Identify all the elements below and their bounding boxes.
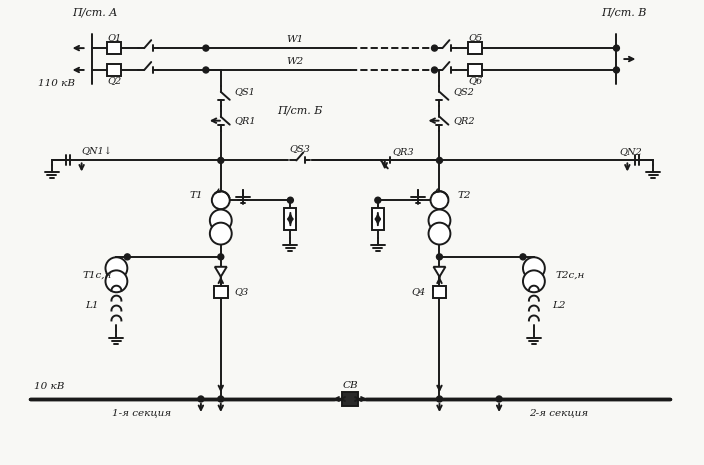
Bar <box>432 286 446 298</box>
Text: T1с,н: T1с,н <box>82 270 112 279</box>
Text: T1: T1 <box>189 191 203 200</box>
Text: 10 кВ: 10 кВ <box>34 382 64 391</box>
Bar <box>372 208 384 230</box>
Circle shape <box>436 254 442 260</box>
Text: Q5: Q5 <box>468 33 482 42</box>
Circle shape <box>432 45 437 51</box>
Circle shape <box>198 396 204 402</box>
Circle shape <box>210 223 232 245</box>
Circle shape <box>375 197 381 203</box>
Text: L2: L2 <box>552 301 565 310</box>
Circle shape <box>218 158 224 163</box>
Circle shape <box>432 67 437 73</box>
Text: QS2: QS2 <box>453 87 474 96</box>
Text: П/ст. A: П/ст. A <box>72 7 117 17</box>
Circle shape <box>218 396 224 402</box>
Text: QN2: QN2 <box>620 147 642 156</box>
Bar <box>468 42 482 54</box>
Bar <box>284 208 296 230</box>
Polygon shape <box>215 267 227 277</box>
Text: W1: W1 <box>287 35 304 44</box>
Polygon shape <box>434 267 446 277</box>
Text: QS3: QS3 <box>290 144 310 153</box>
Text: QR2: QR2 <box>453 116 475 125</box>
Text: П/ст. В: П/ст. В <box>601 7 647 17</box>
Circle shape <box>210 210 232 232</box>
Text: Q6: Q6 <box>468 76 482 86</box>
Text: 1-я секция: 1-я секция <box>112 408 171 418</box>
Circle shape <box>431 191 448 209</box>
Text: T2с,н: T2с,н <box>555 270 585 279</box>
Circle shape <box>218 254 224 260</box>
Circle shape <box>436 158 442 163</box>
Circle shape <box>520 254 526 260</box>
Text: 110 кВ: 110 кВ <box>38 80 75 88</box>
Circle shape <box>496 396 502 402</box>
Circle shape <box>287 197 294 203</box>
Text: Q4: Q4 <box>411 287 425 296</box>
Text: QN1↓: QN1↓ <box>82 147 113 156</box>
Circle shape <box>429 210 451 232</box>
Text: П/ст. Б: П/ст. Б <box>277 106 323 116</box>
Circle shape <box>212 191 230 209</box>
Circle shape <box>436 396 442 402</box>
Text: QR3: QR3 <box>393 147 415 156</box>
Circle shape <box>106 270 127 292</box>
Bar <box>468 64 482 76</box>
Circle shape <box>429 223 451 245</box>
Circle shape <box>203 67 209 73</box>
Circle shape <box>523 257 545 279</box>
Bar <box>214 286 228 298</box>
Circle shape <box>613 45 620 51</box>
Text: L1: L1 <box>85 301 99 310</box>
Bar <box>342 392 358 406</box>
Bar <box>108 64 121 76</box>
Text: QS1: QS1 <box>234 87 256 96</box>
Text: Q1: Q1 <box>107 33 122 42</box>
Bar <box>108 42 121 54</box>
Text: 2-я секция: 2-я секция <box>529 408 589 418</box>
Text: W2: W2 <box>287 57 304 66</box>
Circle shape <box>106 257 127 279</box>
Text: Q2: Q2 <box>107 76 122 86</box>
Circle shape <box>523 270 545 292</box>
Text: T2: T2 <box>458 191 471 200</box>
Text: Q3: Q3 <box>234 287 249 296</box>
Text: СВ: СВ <box>342 380 358 390</box>
Circle shape <box>613 67 620 73</box>
Text: QR1: QR1 <box>234 116 256 125</box>
Circle shape <box>203 45 209 51</box>
Circle shape <box>125 254 130 260</box>
